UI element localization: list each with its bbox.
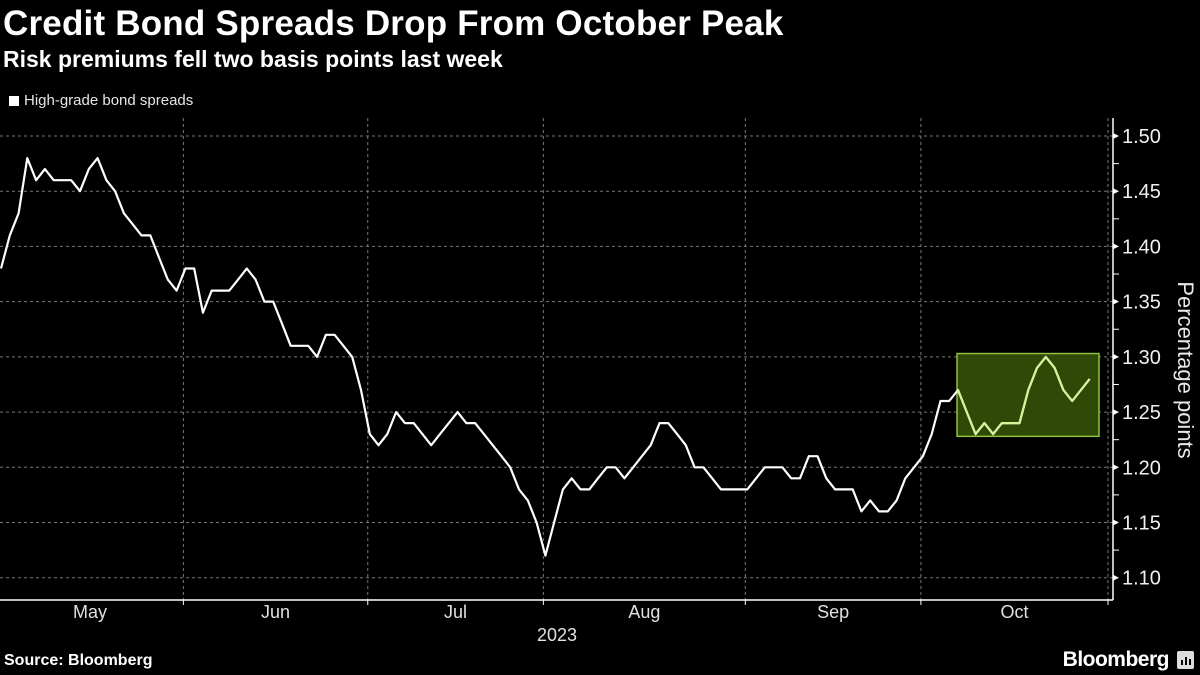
chart-subtitle: Risk premiums fell two basis points last… (3, 46, 503, 72)
series-line-high-grade-bond-spreads (0, 157, 1091, 557)
y-tick (1113, 574, 1119, 581)
y-tick-label: 1.15 (1122, 512, 1161, 534)
legend: High-grade bond spreads (9, 92, 193, 109)
y-tick (1113, 188, 1119, 195)
logo-text: Bloomberg (1062, 648, 1170, 671)
y-tick (1113, 464, 1119, 471)
y-tick-label: 1.50 (1122, 126, 1161, 148)
y-tick-label: 1.45 (1122, 181, 1161, 203)
y-tick-label: 1.25 (1122, 402, 1161, 424)
y-tick (1113, 353, 1119, 360)
y-axis-title: Percentage points (1173, 281, 1198, 458)
x-tick-label: May (73, 602, 107, 622)
chart-title: Credit Bond Spreads Drop From October Pe… (3, 4, 784, 43)
y-tick-label: 1.10 (1122, 568, 1161, 590)
x-tick-label: Aug (628, 602, 660, 622)
y-tick-label: 1.20 (1122, 457, 1161, 479)
y-tick (1113, 133, 1119, 139)
y-tick-label: 1.35 (1122, 292, 1161, 314)
legend-label: High-grade bond spreads (24, 92, 194, 109)
y-tick (1113, 409, 1119, 416)
bloomberg-chart-icon (1177, 651, 1194, 669)
x-tick-label: Oct (1000, 602, 1028, 622)
y-tick-label: 1.30 (1122, 347, 1161, 369)
x-axis-year: 2023 (537, 625, 577, 645)
y-tick (1113, 298, 1119, 305)
y-tick (1113, 519, 1119, 526)
legend-swatch (9, 95, 19, 106)
series-lines (0, 157, 1091, 557)
x-tick-label: Sep (817, 602, 849, 622)
axes: 1.10 1.15 1.20 1.25 1.30 1.35 1.40 1.45 1.50 May J… (0, 118, 1161, 622)
source-note: Source: Bloomberg (4, 652, 153, 669)
x-tick-label: Jul (444, 602, 467, 622)
y-tick (1113, 243, 1119, 250)
gridlines (0, 118, 1113, 600)
bloomberg-logo: Bloomberg (1063, 648, 1194, 672)
y-tick-label: 1.40 (1122, 236, 1161, 258)
x-tick-label: Jun (261, 602, 290, 622)
